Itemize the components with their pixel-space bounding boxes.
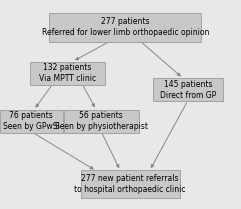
Text: 56 patients
Seen by physiotherapist: 56 patients Seen by physiotherapist [55, 111, 148, 131]
Text: 145 patients
Direct from GP: 145 patients Direct from GP [160, 80, 216, 100]
FancyBboxPatch shape [30, 62, 105, 85]
FancyBboxPatch shape [64, 110, 139, 133]
FancyBboxPatch shape [0, 110, 63, 133]
Text: 277 new patient referrals
to hospital orthopaedic clinic: 277 new patient referrals to hospital or… [74, 174, 186, 194]
FancyBboxPatch shape [153, 78, 223, 101]
Text: 132 patients
Via MPTT clinic: 132 patients Via MPTT clinic [39, 63, 96, 83]
FancyBboxPatch shape [81, 170, 180, 198]
Text: 76 patients
Seen by GPwSI: 76 patients Seen by GPwSI [3, 111, 60, 131]
Text: 277 patients
Referred for lower limb orthopaedic opinion: 277 patients Referred for lower limb ort… [42, 17, 209, 37]
FancyBboxPatch shape [49, 13, 201, 42]
